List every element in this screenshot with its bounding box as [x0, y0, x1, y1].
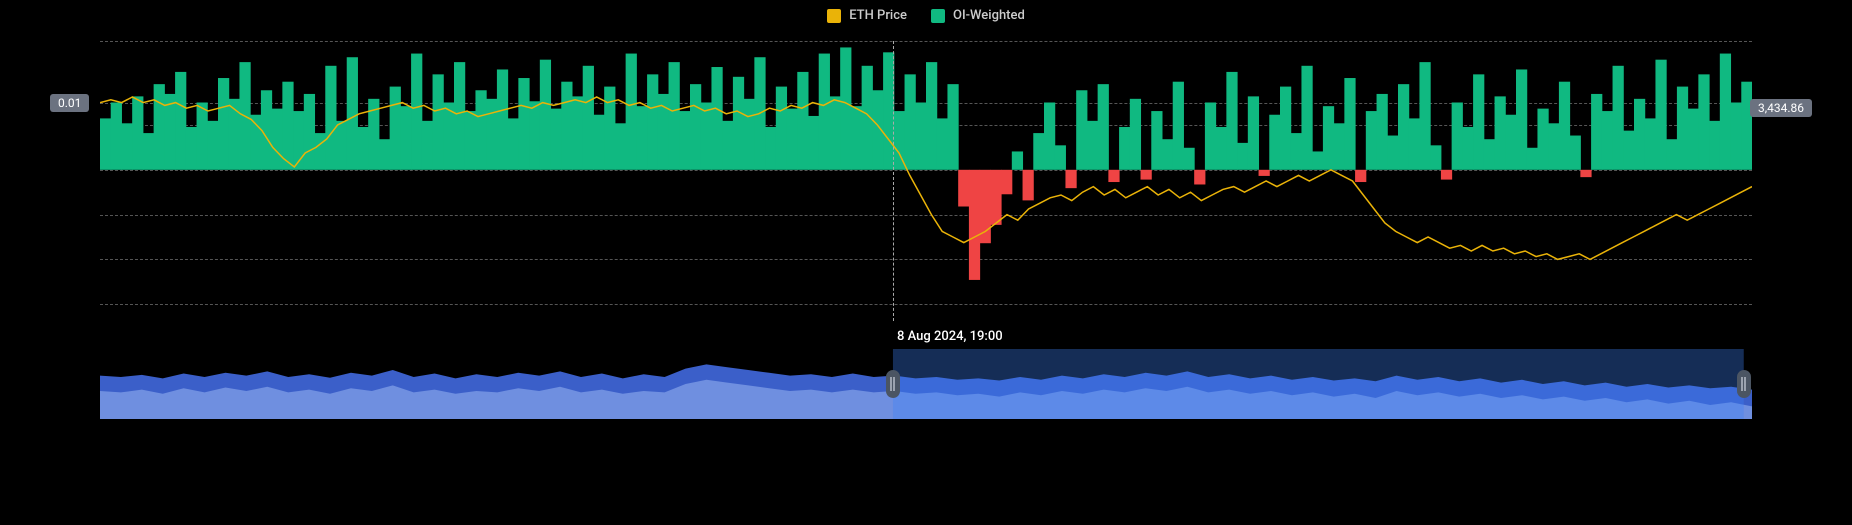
- legend-swatch-eth: [827, 9, 841, 23]
- crosshair-timestamp: 8 Aug 2024, 19:00: [897, 329, 1003, 344]
- brush-svg: [100, 349, 1752, 419]
- brush-handle-left[interactable]: [886, 370, 900, 398]
- right-axis-value: 3,434.86: [1758, 101, 1804, 115]
- brush-navigator[interactable]: [100, 349, 1752, 419]
- left-axis-value: 0.01: [58, 96, 81, 110]
- brush-handle-right[interactable]: [1737, 370, 1751, 398]
- legend-item-eth-price[interactable]: ETH Price: [827, 8, 907, 23]
- chart-legend: ETH Price OI-Weighted: [0, 0, 1852, 31]
- left-axis-value-badge: 0.01: [50, 94, 89, 112]
- chart-svg: [100, 41, 1752, 321]
- crosshair-line: [893, 41, 894, 321]
- right-axis-value-badge: 3,434.86: [1750, 99, 1812, 117]
- legend-label: OI-Weighted: [953, 8, 1025, 23]
- main-chart-area[interactable]: 0.01 3,434.86 8 Aug 2024, 19:00: [100, 41, 1752, 321]
- legend-swatch-oi: [931, 9, 945, 23]
- legend-label: ETH Price: [849, 8, 907, 23]
- legend-item-oi-weighted[interactable]: OI-Weighted: [931, 8, 1025, 23]
